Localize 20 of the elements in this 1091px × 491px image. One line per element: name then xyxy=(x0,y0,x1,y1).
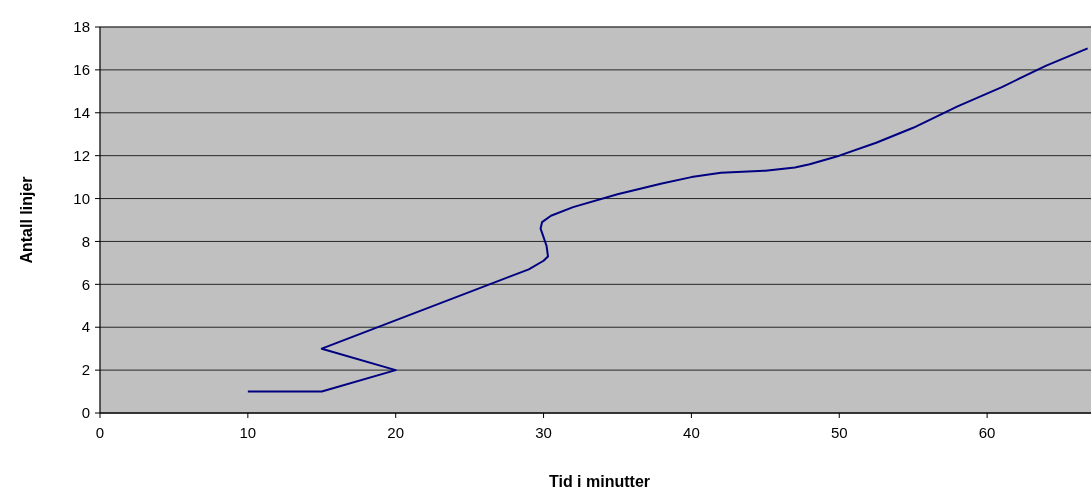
x-tick-label: 0 xyxy=(95,424,105,441)
x-tick-label: 50 xyxy=(830,424,848,441)
x-tick-label: 20 xyxy=(387,424,405,441)
x-tick-label: 10 xyxy=(239,424,257,441)
line-series xyxy=(246,47,1089,393)
x-tick-label: 40 xyxy=(683,424,700,441)
y-tick-label: 14 xyxy=(73,104,90,122)
y-tick-label: 8 xyxy=(81,232,90,250)
x-tick-label: 60 xyxy=(978,424,996,441)
y-tick-label: 4 xyxy=(81,318,90,336)
y-tick-label: 10 xyxy=(73,189,90,207)
x-axis-title: Tid i minutter xyxy=(548,473,651,490)
y-tick-label: 12 xyxy=(73,146,90,164)
y-tick-label: 2 xyxy=(81,361,90,379)
y-tick-label: 16 xyxy=(73,61,90,79)
y-tick-label: 6 xyxy=(81,275,90,293)
x-tick-label: 30 xyxy=(535,424,552,441)
y-axis-title: Antall linjer xyxy=(18,176,35,264)
y-tick-label: 18 xyxy=(73,18,90,36)
y-tick-label: 0 xyxy=(81,404,90,422)
